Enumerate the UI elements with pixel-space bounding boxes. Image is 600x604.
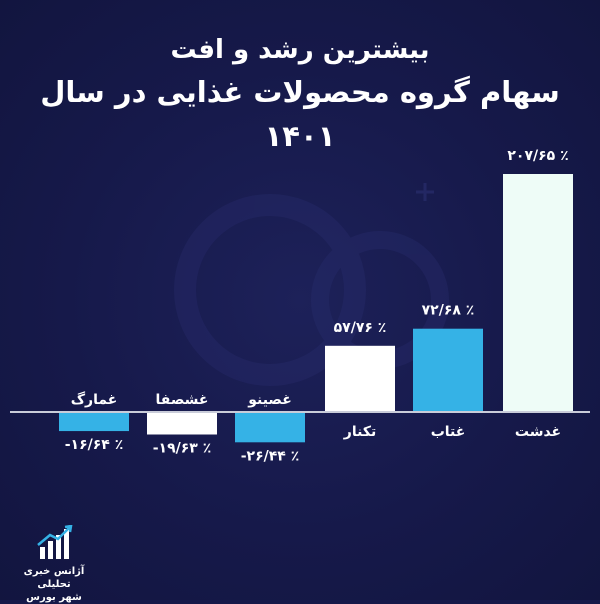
bar-5: [503, 174, 573, 412]
bar-0: [59, 412, 129, 432]
bar-1: [147, 412, 217, 435]
value-label-1: ٪ ۱۹/۶۳-: [153, 440, 212, 456]
title-line-1: بیشترین رشد و افت: [170, 35, 430, 65]
decorative-background: [174, 183, 449, 386]
bar-2: [235, 412, 305, 443]
chart-title: بیشترین رشد و افت سهام گروه محصولات غذای…: [0, 30, 600, 158]
bar-4: [413, 328, 483, 412]
value-label-5: ٪ ۲۰۷/۶۵: [507, 148, 568, 164]
category-label-3: تکنار: [343, 424, 376, 440]
category-label-2: غصینو: [247, 392, 292, 408]
category-label-0: غمارگ: [71, 391, 118, 408]
bar-3: [325, 345, 395, 412]
value-label-0: ٪ ۱۶/۶۴-: [65, 437, 124, 453]
category-label-4: غتاب: [431, 424, 466, 440]
category-label-5: غدشت: [515, 424, 561, 440]
bar-chart-arrow-icon: [37, 524, 73, 559]
value-label-2: ٪ ۲۶/۴۴-: [241, 448, 300, 464]
logo-text-line-2: شهر بورس: [26, 592, 82, 603]
value-label-3: ٪ ۵۷/۷۶: [334, 320, 387, 336]
title-line-2: سهام گروه محصولات غذایی در سال ۱۴۰۱: [40, 75, 560, 153]
agency-logo: آژانس خبری تحلیلی شهر بورس: [18, 524, 90, 604]
value-label-4: ٪ ۷۲/۶۸: [422, 303, 475, 319]
logo-text-line-1: آژانس خبری تحلیلی: [23, 566, 85, 590]
category-label-1: غشصفا: [156, 392, 209, 408]
